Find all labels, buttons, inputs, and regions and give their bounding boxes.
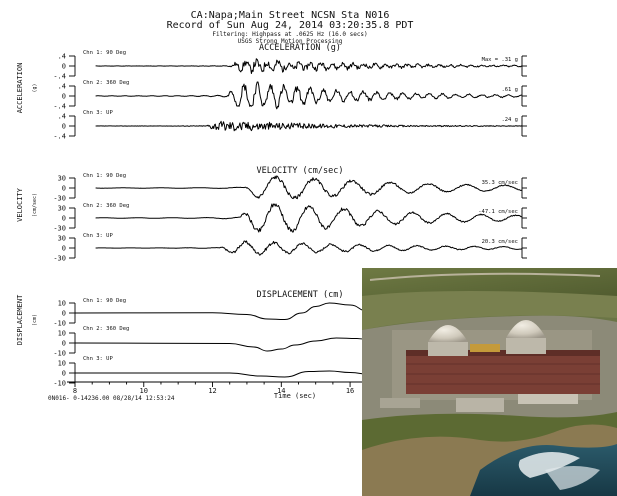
peak-value-label: Max = .31 g: [482, 57, 518, 63]
waveform-trace: [95, 203, 523, 233]
y-tick-label: .4: [58, 83, 66, 91]
channel-label: Chn 3: UP: [83, 356, 113, 362]
peak-value-label: .24 g: [501, 117, 518, 123]
y-tick-label: 10: [58, 360, 66, 368]
record-footer-id: 0N016- 0-14236.00 08/28/14 12:53:24: [48, 395, 175, 402]
y-tick-label: -30: [53, 255, 66, 263]
waveform-trace: [95, 58, 523, 74]
channel-label: Chn 2: 360 Deg: [83, 80, 129, 86]
y-tick-label: 0: [62, 340, 66, 348]
displacement-title: DISPLACEMENT (cm): [257, 290, 344, 300]
x-tick-label: 8: [73, 387, 77, 395]
y-tick-label: -.4: [53, 133, 66, 141]
y-tick-label: -.4: [53, 73, 66, 81]
x-tick-label: 14: [277, 387, 285, 395]
y-tick-label: 30: [58, 175, 66, 183]
record-date-line: Record of Sun Aug 24, 2014 03:20:35.8 PD…: [167, 20, 414, 31]
velocity-title: VELOCITY (cm/sec): [257, 166, 344, 176]
peak-value-label: .61 g: [501, 87, 518, 93]
y-tick-label: -10: [53, 380, 66, 388]
velocity-axis-label: VELOCITY: [16, 187, 24, 222]
x-tick-label: 10: [140, 387, 148, 395]
displacement-unit-label: (cm): [32, 314, 38, 326]
peak-value-label: 35.3 cm/sec: [482, 180, 518, 186]
y-tick-label: .4: [58, 113, 66, 121]
power-plant-photo: [362, 268, 617, 496]
y-tick-label: 30: [58, 205, 66, 213]
peak-value-label: 20.3 cm/sec: [482, 239, 518, 245]
x-axis-label: Time (sec): [274, 392, 316, 400]
record-station-line: CA:Napa;Main Street NCSN Sta N016: [191, 10, 390, 21]
y-tick-label: 0: [62, 123, 66, 131]
acceleration-title: ACCELERATION (g): [259, 43, 341, 53]
x-tick-label: 12: [208, 387, 216, 395]
y-tick-label: 10: [58, 330, 66, 338]
y-tick-label: 0: [62, 370, 66, 378]
channel-label: Chn 3: UP: [83, 233, 113, 239]
velocity-unit-label: (cm/sec): [32, 193, 38, 217]
channel-label: Chn 1: 90 Deg: [83, 173, 126, 179]
y-tick-label: -30: [53, 225, 66, 233]
y-tick-label: 30: [58, 235, 66, 243]
y-tick-label: 0: [62, 185, 66, 193]
y-tick-label: 0: [62, 215, 66, 223]
y-tick-label: 0: [62, 245, 66, 253]
y-tick-label: -10: [53, 320, 66, 328]
channel-label: Chn 3: UP: [83, 110, 113, 116]
y-tick-label: 0: [62, 93, 66, 101]
y-tick-label: -30: [53, 195, 66, 203]
processing-line: USGS Strong Motion Processing: [238, 38, 343, 45]
acceleration-panel: ACCELERATION (g) ACCELERATION (g) .4 0 -.4 Chn…: [16, 43, 527, 141]
channel-label: Chn 2: 360 Deg: [83, 326, 129, 332]
acceleration-axis-label: ACCELERATION: [16, 63, 24, 114]
waveform-trace: [95, 175, 523, 200]
y-tick-label: 0: [62, 310, 66, 318]
waveform-trace: [95, 240, 523, 256]
waveform-trace: [95, 120, 523, 132]
waveform-trace: [95, 81, 523, 110]
y-tick-label: 0: [62, 63, 66, 71]
channel-label: Chn 2: 360 Deg: [83, 203, 129, 209]
displacement-axis-label: DISPLACEMENT: [16, 294, 24, 345]
channel-label: Chn 1: 90 Deg: [83, 298, 126, 304]
y-tick-label: 10: [58, 300, 66, 308]
velocity-panel: VELOCITY (cm/sec) VELOCITY (cm/sec) 30 0 -30 C…: [16, 166, 527, 263]
channel-label: Chn 1: 90 Deg: [83, 50, 126, 56]
y-tick-label: -10: [53, 350, 66, 358]
y-tick-label: .4: [58, 53, 66, 61]
y-tick-label: -.4: [53, 103, 66, 111]
acceleration-unit-label: (g): [32, 83, 38, 92]
peak-value-label: -47.1 cm/sec: [478, 209, 518, 215]
x-tick-label: 16: [346, 387, 354, 395]
filtering-line: Filtering: Highpass at .0625 Hz (16.0 se…: [212, 31, 367, 38]
